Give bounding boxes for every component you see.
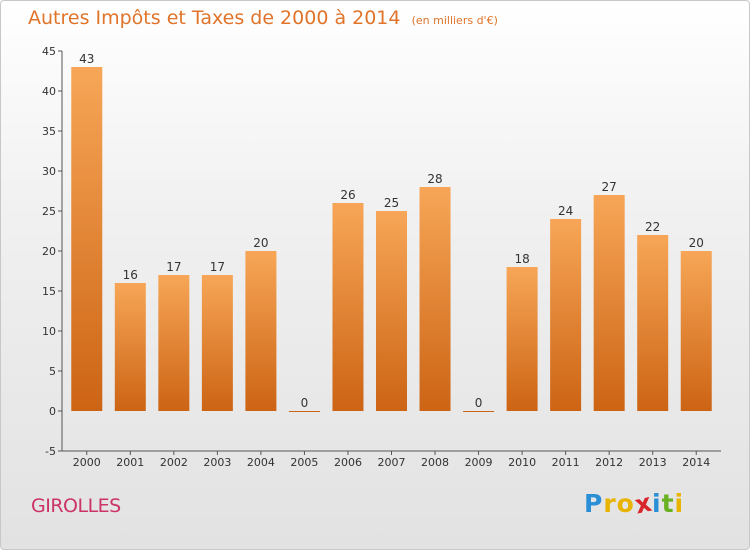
place-name: GIROLLES — [31, 495, 121, 517]
data-label-2012: 27 — [602, 180, 617, 194]
bar-2002 — [158, 275, 190, 411]
x-tick-label: 2010 — [508, 456, 536, 469]
data-label-2000: 43 — [79, 52, 94, 66]
x-tick-label: 2004 — [247, 456, 275, 469]
bar-2007 — [376, 211, 407, 411]
bar-2012 — [593, 195, 625, 411]
x-tick-label: 2013 — [639, 456, 667, 469]
bar-2006 — [332, 203, 364, 411]
data-label-2005: 0 — [301, 396, 309, 410]
data-label-2011: 24 — [558, 204, 573, 218]
x-tick-label: 2012 — [595, 456, 623, 469]
x-tick-label: 2006 — [334, 456, 362, 469]
y-tick-label: 15 — [42, 285, 56, 298]
bar-2005 — [288, 411, 320, 412]
y-tick-label: 40 — [42, 85, 56, 98]
logo-letter: i — [674, 489, 685, 518]
data-label-2004: 20 — [253, 236, 268, 250]
bar-2003 — [201, 275, 233, 411]
bar-2013 — [637, 235, 669, 411]
data-label-2006: 26 — [340, 188, 355, 202]
x-tick-label: 2000 — [73, 456, 101, 469]
logo-letter: i — [652, 489, 662, 518]
data-label-2013: 22 — [645, 220, 660, 234]
bar-2004 — [245, 251, 277, 411]
x-tick-label: 2003 — [203, 456, 231, 469]
logo-letter: r — [603, 489, 617, 518]
x-tick-label: 2001 — [116, 456, 144, 469]
data-label-2008: 28 — [427, 172, 442, 186]
data-label-2002: 17 — [166, 260, 181, 274]
data-label-2010: 18 — [514, 252, 529, 266]
y-tick-label: 10 — [42, 325, 56, 338]
bar-2008 — [419, 187, 451, 411]
chart-title: Autres Impôts et Taxes de 2000 à 2014 — [28, 7, 401, 29]
y-tick-label: -5 — [45, 445, 56, 458]
chart-unit: (en milliers d'€) — [411, 14, 498, 27]
proxiti-logo: Proxiti — [584, 488, 685, 520]
data-label-2003: 17 — [210, 260, 225, 274]
y-tick-label: 35 — [42, 125, 56, 138]
y-tick-label: 0 — [49, 405, 56, 418]
data-label-2001: 16 — [123, 268, 138, 282]
x-tick-label: 2011 — [552, 456, 580, 469]
bar-2001 — [114, 283, 146, 411]
data-label-2009: 0 — [475, 396, 483, 410]
bar-2014 — [680, 251, 712, 411]
logo-letter: P — [584, 489, 604, 518]
bar-2009 — [463, 411, 495, 412]
x-tick-label: 2002 — [160, 456, 188, 469]
data-label-2007: 25 — [384, 196, 399, 210]
x-tick-label: 2014 — [682, 456, 710, 469]
bar-2010 — [506, 267, 538, 411]
y-tick-label: 20 — [42, 245, 56, 258]
chart-title-block: Autres Impôts et Taxes de 2000 à 2014 (e… — [28, 7, 498, 29]
bar-2000 — [71, 67, 103, 411]
x-tick-label: 2009 — [465, 456, 493, 469]
y-tick-label: 25 — [42, 205, 56, 218]
data-label-2014: 20 — [689, 236, 704, 250]
x-tick-label: 2007 — [378, 456, 406, 469]
logo-letter: t — [661, 489, 675, 518]
x-tick-label: 2008 — [421, 456, 449, 469]
bar-2011 — [550, 219, 582, 411]
y-tick-label: 45 — [42, 45, 56, 58]
x-tick-label: 2005 — [290, 456, 318, 469]
y-tick-label: 30 — [42, 165, 56, 178]
y-tick-label: 5 — [49, 365, 56, 378]
logo-letter: o — [616, 489, 635, 518]
